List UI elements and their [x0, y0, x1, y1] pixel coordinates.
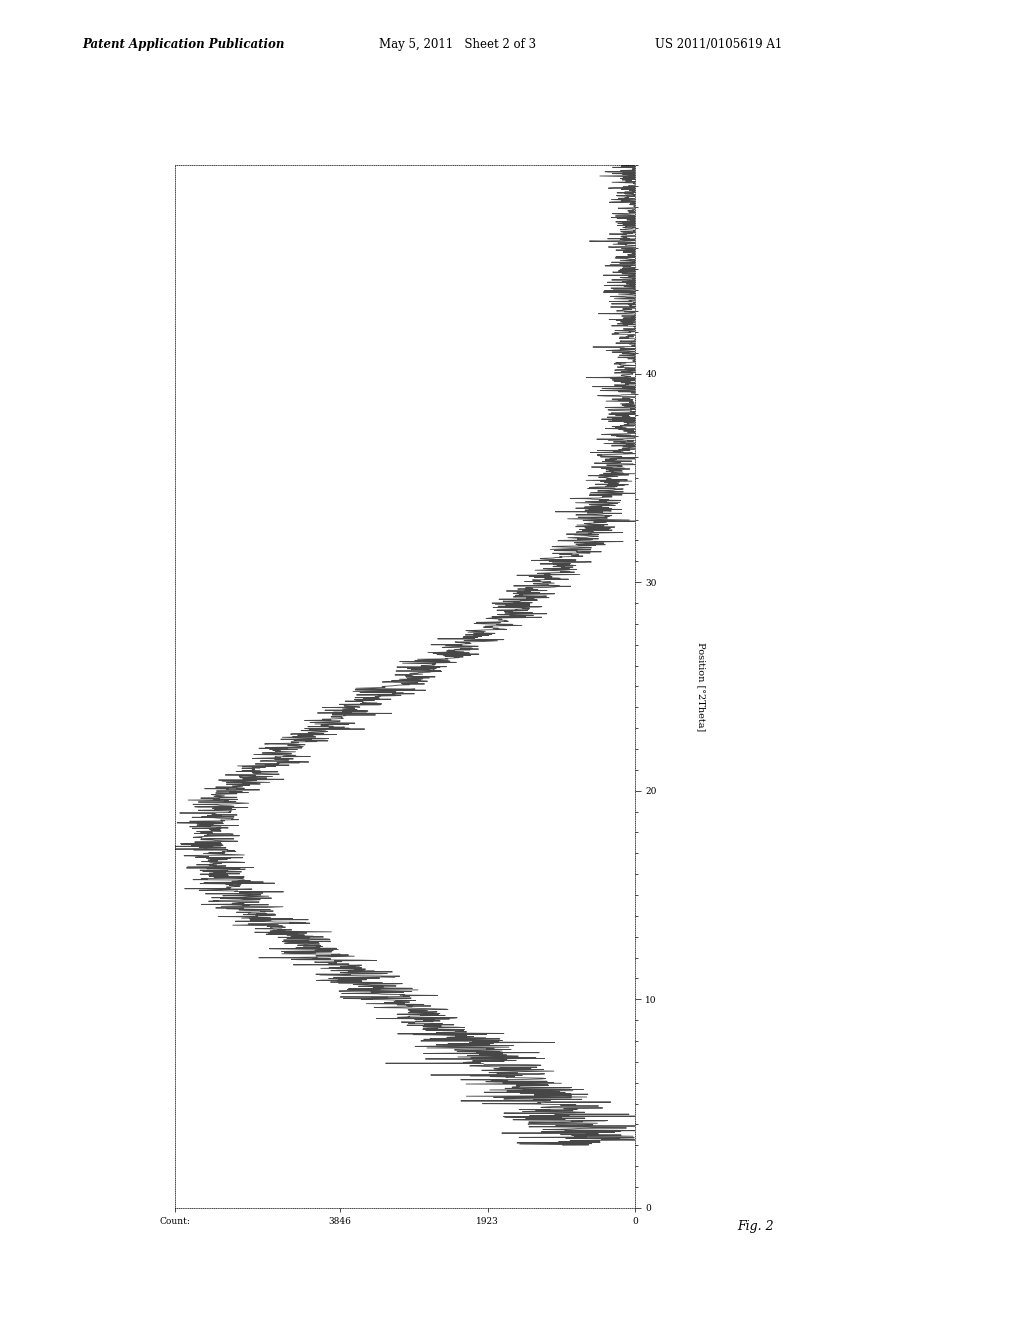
Y-axis label: Position [°2Theta]: Position [°2Theta] [696, 642, 706, 731]
Text: US 2011/0105619 A1: US 2011/0105619 A1 [655, 37, 782, 50]
Text: May 5, 2011   Sheet 2 of 3: May 5, 2011 Sheet 2 of 3 [379, 37, 536, 50]
Text: Fig. 2: Fig. 2 [737, 1220, 774, 1233]
Text: Patent Application Publication: Patent Application Publication [82, 37, 285, 50]
